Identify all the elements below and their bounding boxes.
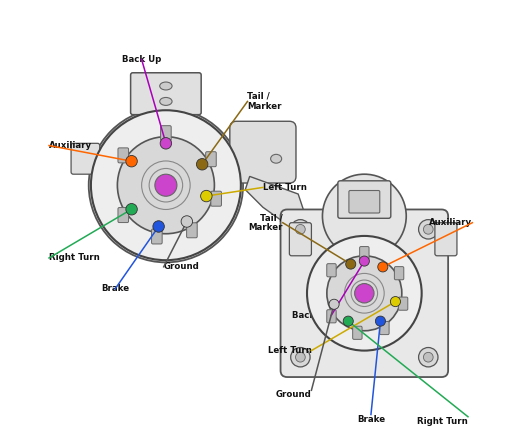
Text: Right Turn: Right Turn: [417, 417, 468, 426]
FancyBboxPatch shape: [230, 121, 296, 183]
Circle shape: [196, 159, 208, 170]
FancyBboxPatch shape: [327, 310, 336, 323]
Circle shape: [346, 259, 356, 269]
Circle shape: [153, 221, 164, 232]
FancyBboxPatch shape: [353, 326, 362, 340]
FancyBboxPatch shape: [394, 267, 404, 280]
Ellipse shape: [160, 82, 172, 90]
Circle shape: [359, 256, 369, 266]
Circle shape: [390, 296, 401, 306]
FancyBboxPatch shape: [151, 229, 162, 244]
FancyBboxPatch shape: [131, 73, 201, 115]
FancyBboxPatch shape: [118, 208, 129, 223]
Text: Auxiliary: Auxiliary: [49, 141, 92, 150]
Text: Tail /
Marker: Tail / Marker: [248, 92, 282, 111]
Text: Back Up: Back Up: [122, 55, 161, 64]
FancyBboxPatch shape: [281, 209, 448, 377]
FancyBboxPatch shape: [71, 143, 100, 174]
Circle shape: [307, 236, 422, 351]
Circle shape: [423, 352, 433, 362]
Circle shape: [419, 348, 438, 367]
Circle shape: [155, 174, 177, 196]
Circle shape: [419, 220, 438, 239]
Ellipse shape: [270, 154, 282, 163]
FancyBboxPatch shape: [360, 247, 369, 260]
FancyBboxPatch shape: [187, 223, 197, 238]
Text: Ground: Ground: [164, 262, 200, 271]
Circle shape: [160, 138, 172, 149]
Circle shape: [323, 174, 406, 258]
FancyBboxPatch shape: [211, 191, 221, 206]
FancyBboxPatch shape: [379, 321, 389, 335]
Circle shape: [201, 191, 212, 202]
Circle shape: [355, 284, 374, 303]
FancyBboxPatch shape: [435, 223, 457, 256]
Circle shape: [375, 316, 386, 326]
FancyBboxPatch shape: [161, 126, 171, 141]
Circle shape: [89, 108, 243, 262]
Circle shape: [343, 316, 353, 326]
Circle shape: [291, 348, 310, 367]
Circle shape: [126, 203, 138, 215]
Circle shape: [91, 110, 241, 260]
FancyBboxPatch shape: [399, 297, 408, 310]
FancyBboxPatch shape: [206, 152, 216, 167]
Text: Ground: Ground: [276, 390, 311, 399]
Circle shape: [423, 224, 433, 234]
FancyBboxPatch shape: [327, 264, 336, 277]
Circle shape: [296, 224, 305, 234]
FancyBboxPatch shape: [349, 191, 380, 213]
Text: Left Turn: Left Turn: [267, 346, 311, 355]
Circle shape: [378, 262, 388, 272]
Text: Left Turn: Left Turn: [263, 183, 307, 192]
Text: Tail /
Marker: Tail / Marker: [248, 213, 283, 232]
Text: Brake: Brake: [357, 415, 385, 423]
Polygon shape: [245, 176, 307, 229]
FancyBboxPatch shape: [338, 181, 391, 218]
Circle shape: [117, 137, 215, 234]
Text: Brake: Brake: [101, 284, 129, 293]
Circle shape: [291, 220, 310, 239]
Text: Auxiliary: Auxiliary: [429, 218, 473, 227]
FancyBboxPatch shape: [118, 148, 129, 163]
Circle shape: [329, 299, 339, 309]
FancyBboxPatch shape: [290, 223, 311, 256]
Text: Right Turn: Right Turn: [49, 254, 100, 262]
Ellipse shape: [160, 97, 172, 105]
Circle shape: [126, 156, 138, 167]
Text: Back Up: Back Up: [292, 311, 331, 320]
Circle shape: [327, 256, 402, 331]
Circle shape: [181, 216, 192, 227]
Circle shape: [296, 352, 305, 362]
